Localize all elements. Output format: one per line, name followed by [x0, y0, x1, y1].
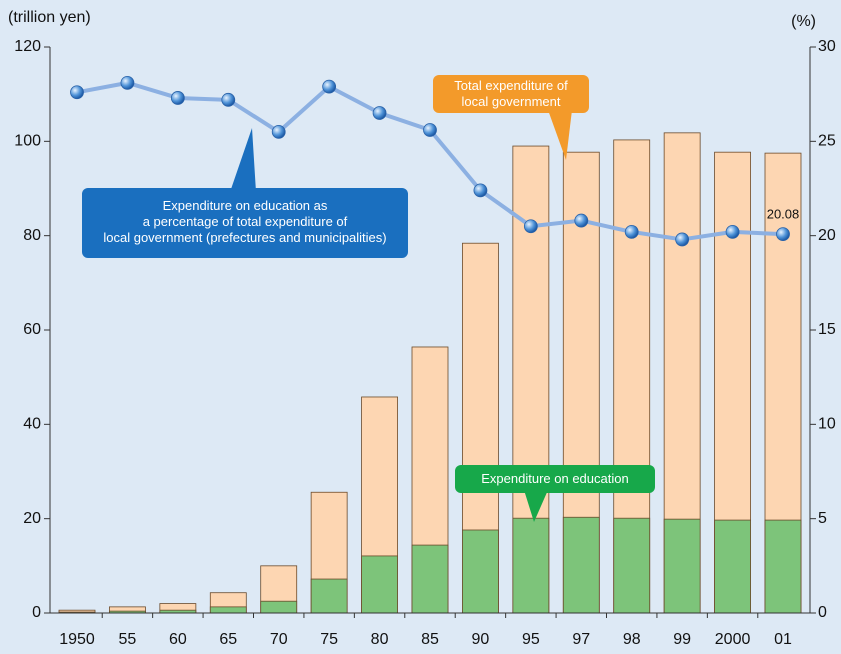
marker	[70, 85, 84, 100]
x-tick-label: 85	[421, 631, 439, 648]
y2-tick-label: 0	[818, 604, 827, 621]
bar	[613, 517, 651, 614]
bar	[209, 606, 247, 614]
y-tick-label: 100	[14, 133, 41, 150]
marker	[120, 75, 135, 90]
y2-tick-label: 5	[818, 510, 827, 527]
legend-callout: Expenditure on education as a percentage…	[82, 188, 408, 258]
y2-tick-label: 30	[818, 38, 836, 55]
bar	[714, 519, 751, 614]
marker	[624, 224, 639, 239]
y2-tick-label: 10	[818, 416, 836, 433]
y-tick-label: 0	[32, 604, 41, 621]
x-tick-label: 2000	[715, 631, 751, 648]
y-tick-label: 80	[23, 227, 41, 244]
y-tick-label: 60	[23, 321, 41, 338]
marker	[170, 91, 185, 105]
marker	[221, 92, 236, 107]
x-tick-label: 90	[472, 631, 490, 648]
x-tick-label: 60	[169, 631, 187, 648]
bar	[512, 517, 550, 614]
x-tick-label: 95	[522, 631, 540, 648]
x-tick-label: 1950	[59, 631, 95, 648]
x-tick-label: 70	[270, 631, 288, 648]
marker	[675, 232, 690, 247]
x-tick-label: 98	[623, 631, 641, 648]
bar	[361, 555, 398, 614]
legend-callout: Total expenditure of local government	[433, 75, 589, 113]
callout-pointer	[230, 128, 256, 192]
marker	[574, 213, 589, 228]
marker	[473, 183, 488, 198]
y-tick-label: 40	[23, 416, 41, 433]
y2-axis-label: (%)	[791, 13, 816, 30]
bar	[260, 600, 298, 614]
y-axis-label: (trillion yen)	[8, 9, 91, 26]
y2-tick-label: 20	[818, 227, 836, 244]
x-tick-label: 01	[774, 631, 792, 648]
y-tick-label: 20	[23, 510, 41, 527]
marker	[523, 219, 538, 234]
marker	[322, 79, 337, 94]
bar	[462, 529, 499, 614]
marker	[725, 224, 740, 239]
y2-tick-label: 25	[818, 133, 836, 150]
callout-pointer	[548, 110, 572, 160]
x-tick-label: 65	[219, 631, 237, 648]
bar	[562, 516, 600, 614]
bar	[663, 518, 701, 614]
x-tick-label: 80	[371, 631, 389, 648]
bar	[310, 578, 348, 614]
callout-pointer	[524, 490, 548, 522]
marker	[776, 227, 790, 242]
y-tick-label: 120	[14, 38, 41, 55]
bar	[764, 519, 802, 614]
marker	[423, 123, 437, 137]
marker	[271, 124, 286, 139]
y2-tick-label: 15	[818, 321, 836, 338]
marker	[372, 106, 387, 120]
x-tick-label: 97	[572, 631, 590, 648]
x-tick-label: 99	[673, 631, 691, 648]
x-tick-label: 55	[119, 631, 137, 648]
data-label: 20.08	[767, 207, 800, 222]
bar	[411, 544, 449, 614]
legend-callout: Expenditure on education	[455, 465, 655, 493]
x-tick-label: 75	[320, 631, 338, 648]
